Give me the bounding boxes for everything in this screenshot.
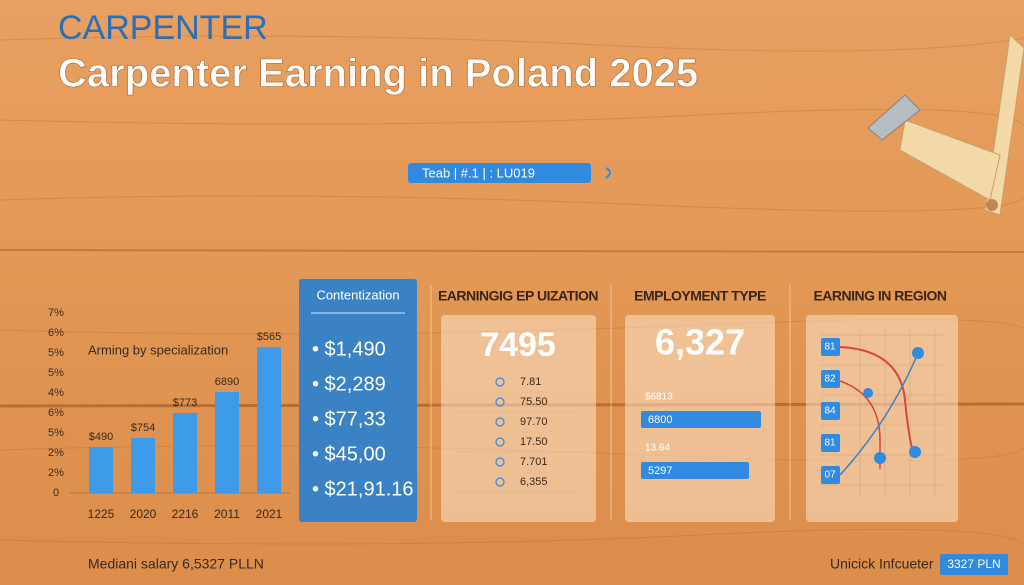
- row-bar-text: 6800: [648, 414, 672, 426]
- bar: [89, 447, 113, 493]
- pill-icon: [605, 167, 611, 179]
- row-bar: [641, 462, 749, 479]
- region-grid: [820, 330, 945, 495]
- value-label: $773: [173, 397, 197, 409]
- kicker: CARPENTER: [58, 9, 268, 47]
- row-icon: [495, 397, 505, 407]
- value-label: $490: [89, 431, 113, 443]
- x-tick-label: 1225: [88, 507, 115, 521]
- x-tick-label: 2021: [256, 507, 283, 521]
- y-tick-label: 5%: [48, 427, 64, 439]
- node-label: 84: [824, 406, 836, 417]
- region-dot: [912, 347, 924, 359]
- pill[interactable]: [408, 163, 591, 183]
- region-dot: [909, 446, 921, 458]
- row-icon: [495, 477, 505, 487]
- y-tick-label: 5%: [48, 347, 64, 359]
- row-value: 97.70: [520, 416, 548, 428]
- region-curve: [839, 346, 916, 456]
- node-box: [821, 370, 840, 388]
- node-label: 81: [824, 438, 836, 449]
- row-value: 75.50: [520, 396, 548, 408]
- row-value: 6,355: [520, 476, 548, 488]
- bar: [257, 347, 281, 493]
- node-box: [821, 466, 840, 484]
- big-value: 6,327: [655, 322, 745, 363]
- footer-text: Unicick Infcueter: [830, 556, 934, 572]
- panel: [299, 279, 417, 522]
- list-item: • $1,490: [312, 338, 386, 360]
- y-tick-label: 6%: [48, 407, 64, 419]
- region-nodes: 81 82 84 81 07: [821, 338, 840, 484]
- node-label: 07: [824, 470, 836, 481]
- tool-illustration: [867, 33, 1024, 216]
- list: • $1,490 • $2,289 • $77,33 • $45,00 • $21,91…: [312, 338, 414, 500]
- row-value: 7.81: [520, 376, 541, 388]
- x-tick-label: 2020: [130, 507, 157, 521]
- wood-seam: [0, 249, 1024, 253]
- chart: Arming by specialization 0 2% 2% 5% 6% 4% 5% 5%…: [48, 307, 290, 521]
- list-item: • $77,33: [312, 408, 386, 430]
- row-value: 7.701: [520, 456, 548, 468]
- row-value: 17.50: [520, 436, 548, 448]
- region-curve: [839, 352, 919, 476]
- panel-title: EARNING IN REGION: [813, 288, 946, 304]
- y-tick-label: 2%: [48, 447, 64, 459]
- x-tick-label: 2216: [172, 507, 199, 521]
- panel-title: Contentization: [316, 287, 399, 302]
- node-label: 81: [824, 342, 836, 353]
- title: Carpenter Earning in Poland 2025: [58, 52, 698, 96]
- region-dot: [863, 388, 873, 398]
- y-tick-label: 5%: [48, 367, 64, 379]
- footer-text: Mediani salary 6,5327 PLLN: [88, 556, 264, 572]
- y-tick-label: 6%: [48, 327, 64, 339]
- row-icon: [495, 437, 505, 447]
- panel-title: EARNINGIG EP UIZATION: [438, 288, 598, 304]
- y-tick-label: 2%: [48, 467, 64, 479]
- bar: [173, 413, 197, 493]
- list-item: • $21,91.16: [312, 478, 414, 500]
- node-box: [821, 402, 840, 420]
- panel: [441, 315, 596, 522]
- badge[interactable]: [940, 554, 1008, 575]
- value-label: $754: [131, 422, 155, 434]
- row-label: $6813: [645, 392, 673, 403]
- value-label: 6890: [215, 376, 239, 388]
- node-box: [821, 434, 840, 452]
- y-tick-label: 7%: [48, 307, 64, 319]
- row-bar-text: 5297: [648, 465, 672, 477]
- big-value: 7495: [480, 326, 556, 364]
- row-label: 13.64: [645, 443, 670, 454]
- pill-text[interactable]: Teab | #.1 | : LU019: [422, 165, 535, 180]
- y-tick-label: 0: [53, 487, 59, 499]
- chart-subtitle: Arming by specialization: [88, 342, 228, 357]
- node-box: [821, 338, 840, 356]
- row-icon: [495, 457, 505, 467]
- panel-title: EMPLOYMENT TYPE: [634, 288, 766, 304]
- list-item: • $2,289: [312, 373, 386, 395]
- row-bar: [641, 411, 761, 428]
- badge-text[interactable]: 3327 PLN: [947, 557, 1000, 571]
- value-label: $565: [257, 331, 281, 343]
- list: 7.81 75.50 97.70 17.50 7.701 6,355: [458, 376, 580, 493]
- list-item: • $45,00: [312, 443, 386, 465]
- region-dot: [874, 452, 886, 464]
- x-tick-label: 2011: [214, 507, 240, 521]
- bar: [131, 438, 155, 493]
- bar: [215, 392, 239, 493]
- node-label: 82: [824, 374, 836, 385]
- region-curve: [839, 380, 881, 469]
- row-icon: [495, 417, 505, 427]
- y-tick-label: 4%: [48, 387, 64, 399]
- row-icon: [495, 377, 505, 387]
- rows: $6813 6800 13.64 5297: [641, 392, 761, 479]
